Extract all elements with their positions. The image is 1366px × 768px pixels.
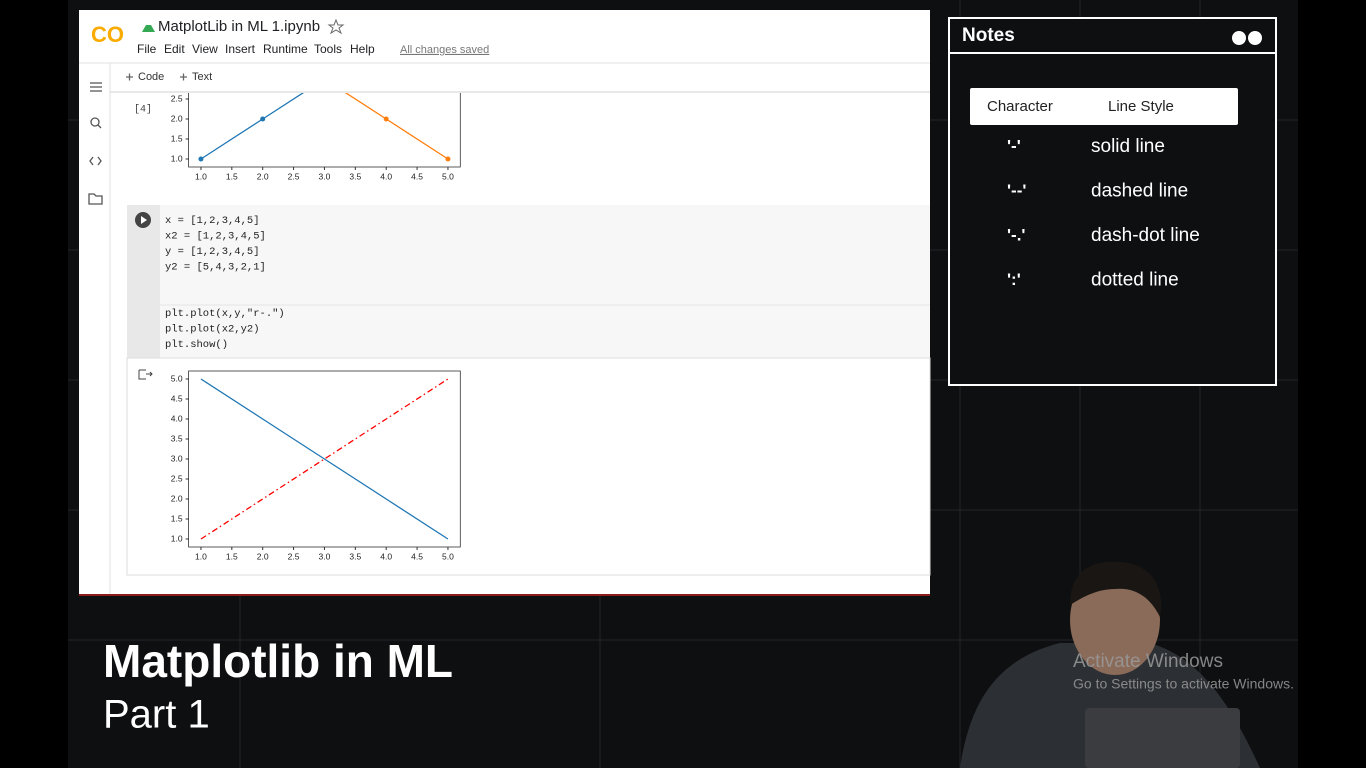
plot-frame (188, 93, 461, 168)
series-line (344, 93, 449, 160)
notes-header: Character (987, 98, 1053, 115)
y-tick-label: 3.0 (171, 453, 183, 463)
y-tick-label: 2.5 (171, 473, 183, 483)
x-tick-label: 4.5 (411, 171, 423, 181)
y-tick-label: 1.5 (171, 513, 183, 523)
series-marker (383, 116, 389, 122)
notes-char: '-' (1007, 136, 1021, 155)
notes-header: Line Style (1108, 98, 1174, 115)
x-tick-label: 4.5 (411, 551, 423, 561)
file-name: MatplotLib in ML 1.ipynb (158, 18, 320, 35)
logo: CO (91, 22, 124, 47)
cell-label: [4] (134, 104, 152, 116)
x-tick-label: 3.5 (349, 171, 361, 181)
series-marker (260, 116, 266, 122)
watermark-title: Activate Windows (1073, 651, 1223, 672)
series-marker (198, 156, 204, 162)
menu-item[interactable]: Edit (164, 42, 185, 56)
menu-item[interactable]: Runtime (263, 42, 308, 56)
series-line (200, 378, 449, 540)
plot: 1.0 1.5 2.0 2.5 3.0 3.5 4.0 4.5 5.0 1.0 1.5 2.0 2.5 3… (171, 370, 461, 561)
dot (1248, 31, 1262, 45)
cell-gutter (127, 205, 160, 358)
notes-style: solid line (1091, 136, 1165, 157)
y-tick-label: 2.0 (171, 493, 183, 503)
notes-char: '--' (1007, 181, 1026, 200)
series-line (200, 378, 449, 540)
series-line (200, 93, 305, 160)
presenter (960, 561, 1260, 768)
notes-panel (948, 17, 1277, 386)
menu-item[interactable]: Insert (225, 42, 256, 56)
run-icon (141, 216, 147, 224)
notes-title: Notes (962, 25, 1015, 46)
y-tick-label: 1.0 (171, 153, 183, 163)
toolbar-button[interactable]: Text (192, 71, 212, 83)
y-tick-label: 1.0 (171, 533, 183, 543)
video-subtitle: Part 1 (103, 693, 210, 737)
save-status[interactable]: All changes saved (400, 44, 489, 56)
dot (1232, 31, 1246, 45)
menu-item[interactable]: Tools (314, 42, 342, 56)
code-line: plt.plot(x,y,"r-.") (165, 308, 285, 320)
notes-style: dashed line (1091, 181, 1188, 202)
x-tick-label: 2.5 (288, 171, 300, 181)
star-icon[interactable] (327, 18, 345, 35)
drive-icon (142, 25, 155, 32)
code-line: plt.plot(x2,y2) (165, 323, 260, 335)
y-tick-label: 3.5 (171, 433, 183, 443)
y-tick-label: 5.0 (171, 373, 183, 383)
x-tick-label: 5.0 (442, 551, 454, 561)
x-tick-label: 1.5 (226, 551, 238, 561)
y-tick-label: 4.5 (171, 393, 183, 403)
add-icons (126, 73, 187, 81)
y-tick-label: 4.0 (171, 413, 183, 423)
notes-style: dotted line (1091, 270, 1179, 291)
x-tick-label: 1.0 (195, 551, 207, 561)
plot: 1.0 1.5 2.0 2.5 3.0 3.5 4.0 4.5 5.0 1.0 1.5 2.0 2.5 (171, 93, 461, 181)
toolbar-button[interactable]: Code (138, 71, 164, 83)
y-tick-label: 1.5 (171, 133, 183, 143)
notes-style: dash-dot line (1091, 225, 1200, 246)
notes-char: ':' (1007, 270, 1021, 289)
x-tick-label: 5.0 (442, 171, 454, 181)
notes-char: '-.' (1007, 225, 1025, 244)
code-line: x2 = [1,2,3,4,5] (165, 230, 266, 242)
x-tick-label: 3.0 (319, 551, 331, 561)
code-line: x = [1,2,3,4,5] (165, 215, 260, 227)
video-title: Matplotlib in ML (103, 635, 453, 687)
notes-header (970, 88, 1238, 125)
menu-item[interactable]: File (137, 42, 157, 56)
y-tick-label: 2.0 (171, 113, 183, 123)
code-line: plt.show() (165, 339, 228, 351)
x-tick-label: 1.5 (226, 171, 238, 181)
x-tick-label: 2.0 (257, 551, 269, 561)
x-tick-label: 3.5 (349, 551, 361, 561)
series-marker (445, 156, 451, 162)
x-tick-label: 4.0 (380, 551, 392, 561)
x-tick-label: 2.5 (288, 551, 300, 561)
menu-item[interactable]: Help (350, 42, 375, 56)
sidebar-icons[interactable] (88, 82, 103, 205)
menu-item[interactable]: View (192, 42, 218, 56)
x-tick-label: 1.0 (195, 171, 207, 181)
x-tick-label: 4.0 (380, 171, 392, 181)
x-tick-label: 3.0 (319, 171, 331, 181)
output-icon (138, 369, 153, 380)
y-tick-label: 2.5 (171, 93, 183, 103)
code-line: y = [1,2,3,4,5] (165, 246, 260, 258)
code-cell[interactable] (127, 205, 930, 358)
watermark-text: Go to Settings to activate Windows. (1073, 676, 1294, 692)
code-line: y2 = [5,4,3,2,1] (165, 261, 266, 273)
x-tick-label: 2.0 (257, 171, 269, 181)
